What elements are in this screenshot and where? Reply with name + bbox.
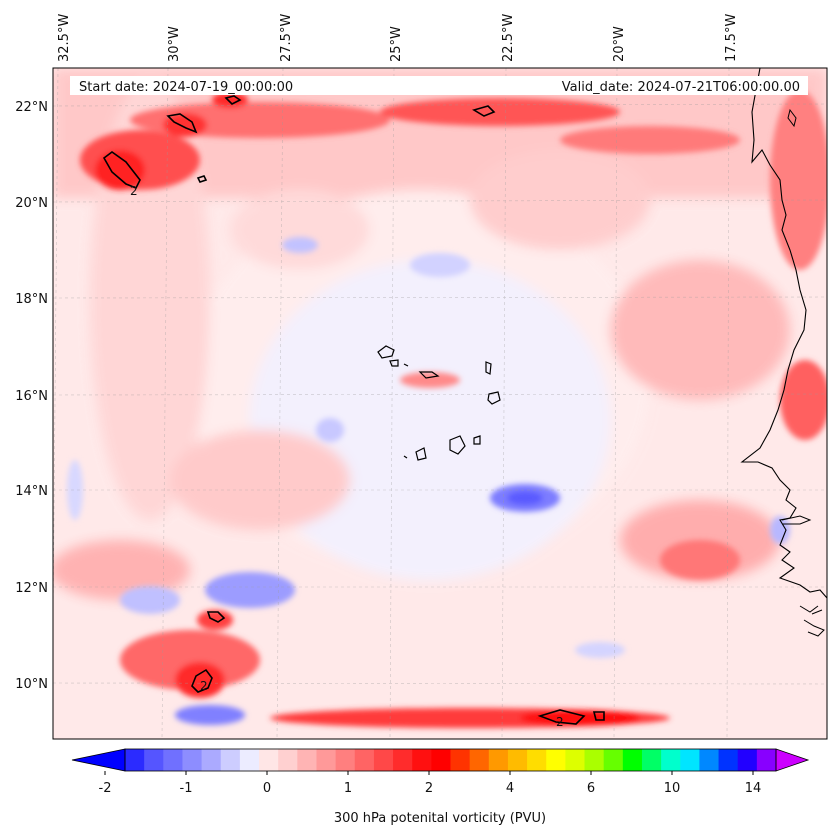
colorbar-cell xyxy=(354,749,375,771)
start-date: Start date: 2024-07-19_00:00:00 xyxy=(79,80,293,95)
colorbar-cell xyxy=(220,749,241,771)
cbar-tick-m2: -2 xyxy=(99,781,112,796)
colorbar-cell xyxy=(756,749,777,771)
colorbar-cell xyxy=(412,749,432,771)
colorbar-cell xyxy=(603,749,624,771)
cbar-tick-0: 0 xyxy=(263,781,271,796)
lat-label-12n: 12°N xyxy=(15,581,48,596)
coastline-africa xyxy=(740,68,827,599)
lon-label-30w: 30°W xyxy=(167,26,182,62)
colorbar-label: 300 hPa potenital vorticity (PVU) xyxy=(334,811,546,826)
colorbar-extend-high xyxy=(775,748,810,772)
lon-label-17-5w: 17.5°W xyxy=(724,14,739,62)
colorbar-cell xyxy=(316,749,337,771)
colorbar-cell xyxy=(431,749,451,771)
colorbar-cell xyxy=(737,749,758,771)
valid-date: Valid_date: 2024-07-21T06:00:00.00 xyxy=(562,80,800,95)
cbar-tick-4: 4 xyxy=(506,781,514,796)
cbar-tick-m1: -1 xyxy=(180,781,193,796)
colorbar-cell xyxy=(622,749,643,771)
colorbar-cell xyxy=(680,749,700,771)
pv-field: 2 2 2 xyxy=(53,68,827,739)
colorbar-cell xyxy=(450,749,471,771)
cbar-tick-6: 6 xyxy=(587,781,595,796)
colorbar-cell xyxy=(488,749,509,771)
coast-north xyxy=(787,108,797,128)
lat-label-20n: 20°N xyxy=(15,196,48,211)
colorbar-cell xyxy=(565,749,586,771)
colorbar-ticks xyxy=(104,771,754,775)
contours-2pvu xyxy=(102,95,605,725)
colorbar-cell xyxy=(373,749,394,771)
contour-label-3: 2 xyxy=(200,679,208,693)
colorbar-cell xyxy=(641,749,662,771)
contour-label-1: 2 xyxy=(130,184,138,198)
colorbar-cell xyxy=(507,749,528,771)
colorbar-cell xyxy=(335,749,356,771)
colorbar-frame xyxy=(124,748,777,772)
colorbar-cell xyxy=(661,749,681,771)
colorbar-cell xyxy=(297,749,317,771)
colorbar-cell xyxy=(125,749,145,771)
colorbar-cell xyxy=(584,749,605,771)
contour-label-2: 2 xyxy=(556,715,564,729)
lat-label-18n: 18°N xyxy=(15,292,48,307)
cbar-tick-2: 2 xyxy=(425,781,433,796)
lon-label-27-5w: 27.5°W xyxy=(279,14,294,62)
lon-label-25w: 25°W xyxy=(389,26,404,62)
colorbar-cell xyxy=(278,749,298,771)
cbar-tick-10: 10 xyxy=(664,781,681,796)
colorbar-cell xyxy=(182,749,203,771)
colorbar-cell xyxy=(527,749,547,771)
colorbar-cell xyxy=(239,749,260,771)
colorbar-cell xyxy=(469,749,490,771)
colorbar-extend-low xyxy=(71,748,126,772)
colorbar-cell xyxy=(259,749,279,771)
cbar-tick-14: 14 xyxy=(745,781,762,796)
colorbar-cell xyxy=(393,749,413,771)
latitude-labels: 22°N 20°N 18°N 16°N 14°N 12°N 10°N xyxy=(15,100,48,692)
lat-label-10n: 10°N xyxy=(15,677,48,692)
lat-label-22n: 22°N xyxy=(15,100,48,115)
colorbar-cell xyxy=(718,749,739,771)
river-gambia xyxy=(781,515,812,525)
colorbar: -2 -1 0 1 2 4 6 10 14 300 hPa potenital … xyxy=(71,748,810,826)
map-frame xyxy=(52,67,828,740)
lat-label-14n: 14°N xyxy=(15,484,48,499)
colorbar-cell xyxy=(201,749,222,771)
lon-label-32-5w: 32.5°W xyxy=(57,14,72,62)
colorbar-cells xyxy=(125,749,777,771)
cbar-tick-1: 1 xyxy=(344,781,352,796)
colorbar-cell xyxy=(699,749,720,771)
coast-guinea xyxy=(799,605,825,637)
lat-label-16n: 16°N xyxy=(15,389,48,404)
islands-cape-verde xyxy=(377,345,501,461)
date-banner xyxy=(70,76,808,95)
lon-label-22-5w: 22.5°W xyxy=(501,14,516,62)
lon-label-20w: 20°W xyxy=(612,26,627,62)
graticule xyxy=(53,68,827,739)
colorbar-cell xyxy=(163,749,183,771)
longitude-labels: 32.5°W 30°W 27.5°W 25°W 22.5°W 20°W 17.5… xyxy=(57,14,739,62)
colorbar-cell xyxy=(546,749,566,771)
colorbar-cell xyxy=(144,749,164,771)
